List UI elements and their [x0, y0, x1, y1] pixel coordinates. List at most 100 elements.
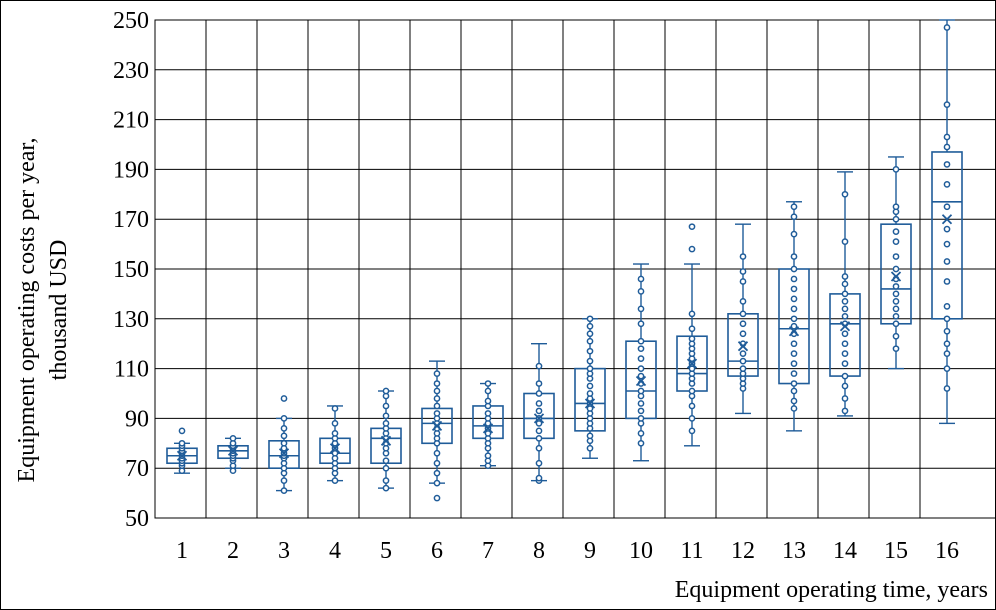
data-point: [637, 400, 645, 407]
data-point: [382, 420, 390, 427]
data-point: [790, 315, 798, 323]
data-point: [331, 405, 339, 412]
data-point: [433, 402, 441, 410]
data-point: [892, 238, 900, 245]
x-tick-label: 11: [680, 538, 703, 564]
data-point: [688, 402, 696, 410]
data-point: [892, 345, 900, 353]
data-point: [841, 305, 849, 313]
data-point: [586, 444, 594, 452]
data-point: [841, 290, 849, 298]
data-point: [688, 415, 696, 422]
data-point: [943, 203, 951, 211]
data-point: [382, 402, 390, 410]
data-point: [739, 330, 747, 338]
box-group: [523, 343, 555, 484]
x-tick-label: 10: [629, 538, 653, 564]
data-point: [637, 429, 645, 437]
data-point: [484, 387, 492, 395]
y-tick-label: 210: [113, 108, 149, 134]
data-point: [943, 133, 951, 141]
x-tick-label: 4: [329, 538, 341, 564]
data-point: [637, 320, 645, 328]
x-tick-label: 7: [482, 538, 494, 564]
mean-marker: [227, 445, 239, 456]
data-point: [280, 395, 288, 402]
box-group: [931, 19, 963, 425]
data-point: [535, 444, 543, 452]
x-tick-label: 15: [884, 538, 908, 564]
data-point: [535, 407, 543, 415]
data-point: [841, 395, 849, 402]
data-point: [535, 390, 543, 397]
data-point: [739, 298, 747, 305]
data-point: [178, 427, 186, 435]
data-point: [892, 332, 900, 340]
y-tick-label: 110: [114, 357, 149, 383]
data-point: [280, 487, 288, 494]
data-point: [739, 310, 747, 318]
data-point: [892, 305, 900, 313]
mean-marker: [890, 271, 902, 282]
data-point: [586, 357, 594, 365]
data-point: [943, 101, 951, 109]
data-point: [841, 273, 849, 280]
y-tick-label: 190: [113, 157, 149, 183]
data-point: [790, 295, 798, 303]
data-point: [943, 350, 951, 358]
x-tick-label: 14: [833, 538, 857, 564]
data-point: [892, 298, 900, 305]
data-point: [943, 240, 951, 248]
data-point: [943, 161, 951, 168]
data-point: [892, 228, 900, 235]
data-point: [790, 340, 798, 348]
data-point: [433, 459, 441, 467]
data-point: [637, 439, 645, 447]
data-point: [586, 347, 594, 355]
data-point: [790, 322, 798, 330]
data-point: [586, 315, 594, 323]
data-point: [688, 335, 696, 343]
data-point: [841, 360, 849, 367]
data-point: [331, 429, 339, 437]
data-point: [739, 320, 747, 328]
data-point: [688, 387, 696, 395]
data-point: [790, 265, 798, 273]
data-point: [586, 322, 594, 330]
mean-marker: [176, 450, 188, 461]
y-tick-label: 250: [113, 8, 149, 34]
data-point: [637, 407, 645, 415]
data-point: [943, 143, 951, 151]
data-point: [586, 432, 594, 440]
data-point: [280, 439, 288, 447]
data-point: [688, 245, 696, 253]
data-point: [892, 215, 900, 223]
box-group: [472, 380, 504, 470]
data-point: [943, 278, 951, 285]
data-point: [790, 370, 798, 377]
data-point: [739, 350, 747, 358]
box-group: [268, 395, 300, 494]
y-tick-label: 90: [125, 406, 149, 432]
y-tick-label: 170: [113, 207, 149, 233]
data-point: [433, 479, 441, 487]
mean-marker: [635, 375, 647, 387]
data-point: [892, 312, 900, 320]
box-group: [574, 315, 606, 459]
box-group: [166, 427, 198, 475]
data-point: [535, 380, 543, 387]
x-tick-label: 5: [380, 538, 392, 564]
box-group: [676, 223, 708, 447]
data-point: [892, 283, 900, 290]
data-point: [535, 474, 543, 482]
data-point: [739, 268, 747, 275]
data-point: [892, 320, 900, 328]
data-point: [790, 213, 798, 221]
data-point: [433, 494, 441, 502]
data-point: [688, 427, 696, 435]
data-point: [943, 225, 951, 233]
data-point: [637, 355, 645, 362]
data-point: [943, 258, 951, 265]
data-point: [586, 337, 594, 345]
